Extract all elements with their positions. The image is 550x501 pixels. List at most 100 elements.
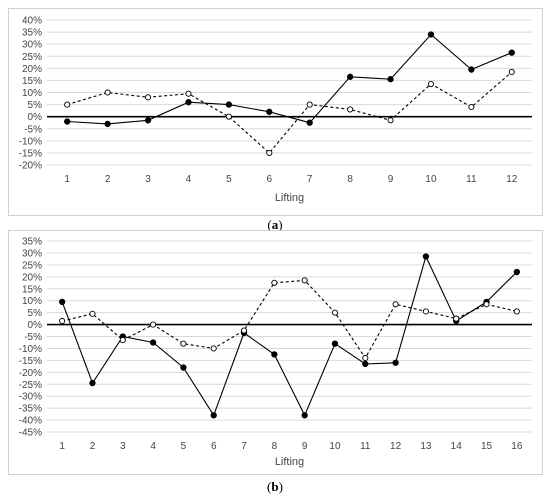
x-tick-label: 12 bbox=[506, 174, 518, 185]
series-1-line bbox=[67, 33, 513, 125]
caption-letter: a bbox=[272, 217, 279, 232]
y-tick-label: 5% bbox=[28, 308, 43, 319]
series-1-point bbox=[89, 379, 96, 387]
x-tick-label: 6 bbox=[267, 174, 273, 185]
x-tick-label: 9 bbox=[302, 441, 308, 452]
y-tick-label: 10% bbox=[22, 88, 42, 99]
series-2-point bbox=[387, 117, 394, 124]
series-2-line bbox=[62, 279, 517, 360]
series-1-point bbox=[331, 340, 339, 347]
series-1-point bbox=[427, 31, 435, 38]
x-tick-label: 2 bbox=[105, 174, 111, 185]
series-1-point bbox=[301, 412, 308, 419]
x-tick-label: 12 bbox=[390, 441, 402, 452]
x-tick-label: 8 bbox=[347, 174, 353, 185]
series-2-point bbox=[306, 101, 313, 108]
x-tick-label: 6 bbox=[211, 441, 217, 452]
y-tick-label: 25% bbox=[22, 260, 42, 271]
x-tick-label: 11 bbox=[466, 174, 477, 185]
x-tick-label: 13 bbox=[420, 441, 432, 452]
series-2-point bbox=[513, 308, 520, 315]
caption-open-paren: ( bbox=[267, 479, 271, 494]
y-tick-label: -5% bbox=[24, 332, 42, 343]
series-2-point bbox=[150, 321, 157, 328]
x-tick-label: 9 bbox=[388, 174, 394, 185]
series-2-point bbox=[185, 90, 192, 97]
series-2-point bbox=[347, 106, 354, 113]
x-axis-title: Lifting bbox=[275, 456, 304, 468]
series-2-point bbox=[427, 80, 435, 88]
series-2-point bbox=[144, 94, 152, 101]
series-2-point bbox=[104, 89, 111, 96]
chart-a: -20% -15%-10%-5%0%5%10%15%20%25%30%35%40%… bbox=[8, 8, 543, 232]
y-tick-label: 15% bbox=[22, 76, 42, 87]
x-tick-label: 5 bbox=[181, 441, 187, 452]
series-2-point bbox=[225, 113, 232, 120]
x-tick-label: 10 bbox=[425, 174, 437, 185]
caption-letter: b bbox=[271, 479, 278, 494]
x-tick-label: 7 bbox=[307, 174, 313, 185]
y-tick-label: -10% bbox=[19, 344, 42, 355]
y-tick-label: -10% bbox=[19, 136, 42, 147]
series-1-point bbox=[104, 120, 111, 128]
series-1-point bbox=[225, 101, 233, 108]
caption-close-paren: ) bbox=[279, 479, 283, 494]
y-tick-label: 35% bbox=[22, 28, 42, 39]
y-tick-label: 20% bbox=[22, 272, 42, 283]
x-tick-label: 10 bbox=[329, 441, 341, 452]
series-2-point bbox=[468, 103, 475, 111]
x-tick-label: 2 bbox=[90, 441, 96, 452]
series-1-point bbox=[422, 253, 430, 260]
series-1-point bbox=[144, 117, 152, 124]
x-tick-label: 8 bbox=[272, 441, 278, 452]
y-tick-label: -5% bbox=[24, 124, 42, 135]
caption-open-paren: ( bbox=[267, 217, 271, 232]
caption-close-paren: ) bbox=[278, 217, 282, 232]
series-1-point bbox=[387, 76, 394, 83]
x-tick-label: 16 bbox=[511, 441, 523, 452]
x-tick-label: 4 bbox=[186, 174, 192, 185]
x-tick-label: 1 bbox=[64, 174, 70, 185]
y-tick-label: 35% bbox=[22, 237, 42, 248]
y-tick-label: -25% bbox=[19, 380, 42, 391]
x-tick-label: 15 bbox=[481, 441, 493, 452]
series-2-point bbox=[392, 301, 399, 308]
series-1-point bbox=[59, 298, 66, 306]
series-1-point bbox=[64, 118, 71, 125]
series-2-point bbox=[483, 301, 490, 308]
series-2-point bbox=[422, 308, 429, 315]
y-tick-label: 40% bbox=[22, 16, 42, 27]
y-tick-label: 30% bbox=[22, 40, 42, 51]
series-1-point bbox=[508, 49, 515, 56]
series-2-point bbox=[64, 101, 71, 108]
series-1-point bbox=[306, 119, 313, 126]
series-1-point bbox=[185, 99, 192, 106]
series-2-point bbox=[301, 277, 308, 284]
series-2-point bbox=[331, 309, 339, 316]
x-tick-label: 3 bbox=[120, 441, 126, 452]
x-tick-label: 4 bbox=[150, 441, 156, 452]
y-tick-label: 0% bbox=[28, 112, 43, 123]
y-tick-label: 25% bbox=[22, 52, 42, 63]
y-tick-label: 20% bbox=[22, 64, 42, 75]
y-tick-label: 0% bbox=[28, 320, 43, 331]
series-2-point bbox=[119, 337, 126, 344]
series-1-point bbox=[266, 108, 273, 115]
y-tick-label: -45% bbox=[19, 428, 42, 439]
series-2-line bbox=[67, 71, 513, 154]
series-2-point bbox=[266, 149, 273, 156]
chart-b: -45%-40%-35%-30%-25%-20%-15%-10%-5%0%5%1… bbox=[8, 230, 543, 494]
y-tick-label: -35% bbox=[19, 404, 42, 415]
series-1-line bbox=[61, 254, 518, 417]
series-1-point bbox=[149, 339, 157, 346]
series-2-point bbox=[59, 317, 66, 325]
panel-caption: (b) bbox=[267, 479, 283, 494]
series-2-point bbox=[240, 327, 248, 334]
x-tick-label: 14 bbox=[451, 441, 463, 452]
x-tick-label: 5 bbox=[226, 174, 232, 185]
y-tick-label: -15% bbox=[19, 356, 42, 367]
series-1-point bbox=[362, 360, 369, 368]
series-1-point bbox=[210, 412, 217, 419]
x-axis-title: Lifting bbox=[275, 192, 304, 204]
